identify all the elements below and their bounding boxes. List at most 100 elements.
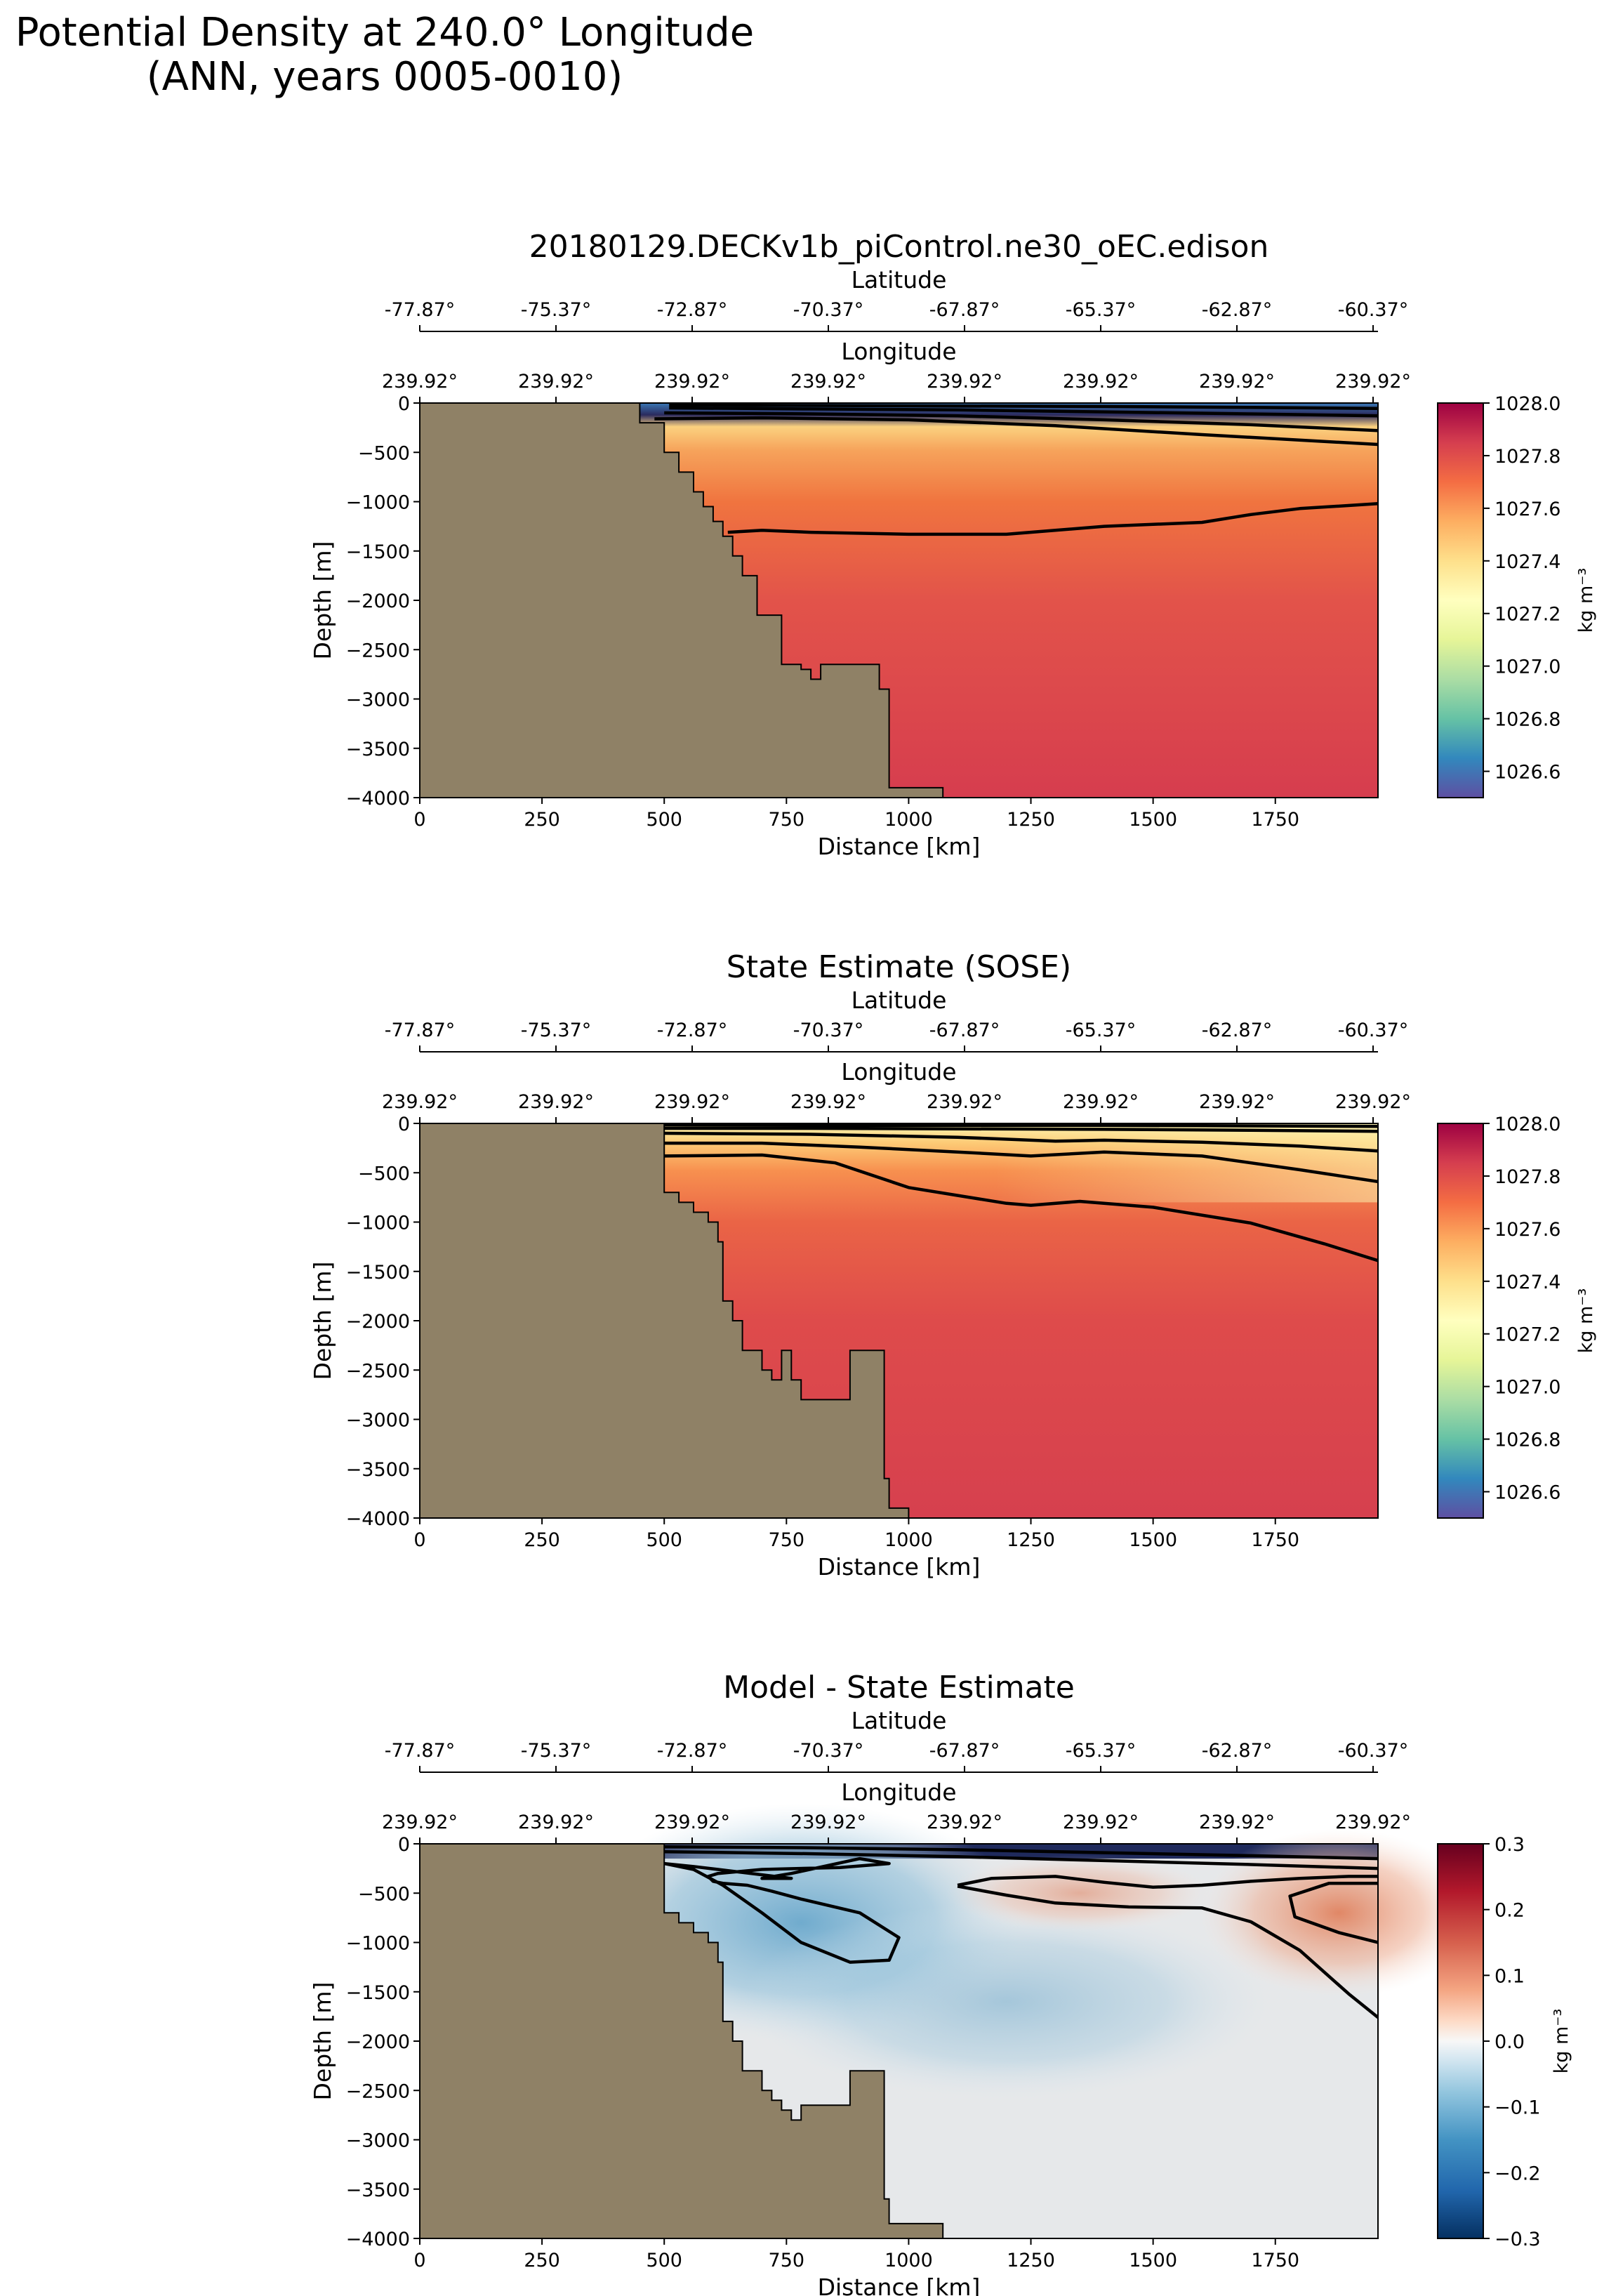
colorbar bbox=[1437, 402, 1484, 798]
colorbar-tick-label: 1026.8 bbox=[1495, 1430, 1560, 1451]
y-tick-label: −2000 bbox=[346, 591, 410, 612]
latitude-tick-label: -60.37° bbox=[1338, 1020, 1409, 1041]
panel-2: 0 250 500 750 1000 1250 1500 1750 Distance [km] 0… bbox=[309, 949, 1597, 1581]
colorbar-tick-label: 1027.0 bbox=[1495, 1377, 1560, 1399]
colorbar-label: kg m⁻³ bbox=[1575, 1288, 1597, 1354]
contour-line bbox=[664, 1141, 1378, 1184]
y-tick-label: −2500 bbox=[346, 640, 410, 661]
longitude-tick-label: 239.92° bbox=[1063, 371, 1139, 392]
latitude-tick-label: -72.87° bbox=[657, 1020, 728, 1041]
longitude-tick-label: 239.92° bbox=[1335, 371, 1411, 392]
x-tick-label: 750 bbox=[769, 2250, 805, 2271]
x-tick-label: 0 bbox=[413, 809, 425, 831]
x-tick-label: 1000 bbox=[884, 1529, 933, 1551]
panel-1: 0 250 500 750 1000 1250 1500 1750 Distance [km] 0… bbox=[309, 229, 1597, 860]
colorbar-label: kg m⁻³ bbox=[1551, 2009, 1572, 2074]
x-tick-label: 0 bbox=[413, 2250, 425, 2271]
bathymetry-land bbox=[419, 1843, 944, 2239]
latitude-tick-label: -77.87° bbox=[385, 299, 456, 321]
contour-lines bbox=[664, 1123, 1378, 1262]
y-axis-label: Depth [m] bbox=[309, 1982, 336, 2101]
latitude-tick-label: -62.87° bbox=[1202, 1020, 1273, 1041]
longitude-tick-label: 239.92° bbox=[654, 371, 730, 392]
colorbar bbox=[1437, 1123, 1484, 1519]
y-tick-label: −3000 bbox=[346, 2130, 410, 2152]
longitude-tick-label: 239.92° bbox=[654, 1091, 730, 1113]
y-tick-label: −500 bbox=[358, 442, 410, 464]
figure-title-line1: Potential Density at 240.0° Longitude bbox=[15, 10, 755, 55]
contour-line bbox=[727, 502, 1378, 536]
latitude-tick-label: -75.37° bbox=[521, 1020, 592, 1041]
y-tick-label: −3000 bbox=[346, 690, 410, 711]
x-tick-label: 750 bbox=[769, 1529, 805, 1551]
y-tick-label: −4000 bbox=[346, 788, 410, 810]
contour-line bbox=[664, 411, 1378, 433]
longitude-tick-label: 239.92° bbox=[1335, 1812, 1411, 1833]
x-axis-label: Distance [km] bbox=[818, 2274, 981, 2296]
y-tick-label: −500 bbox=[358, 1883, 410, 1905]
contour-line bbox=[663, 1856, 901, 1964]
panel-title: State Estimate (SOSE) bbox=[727, 949, 1071, 985]
colorbar-tick-label: −0.1 bbox=[1495, 2097, 1541, 2119]
colorbar-label: kg m⁻³ bbox=[1575, 568, 1597, 633]
contour-lines bbox=[654, 403, 1378, 536]
latitude-tick-label: -65.37° bbox=[1066, 1020, 1137, 1041]
x-tick-label: 1750 bbox=[1251, 1529, 1299, 1551]
x-tick-label: 750 bbox=[769, 809, 805, 831]
x-tick-label: 1750 bbox=[1251, 2250, 1299, 2271]
latitude-tick-label: -62.87° bbox=[1202, 299, 1273, 321]
y-tick-label: −1000 bbox=[346, 1933, 410, 1955]
latitude-tick-label: -62.87° bbox=[1202, 1740, 1273, 1762]
longitude-axis-label: Longitude bbox=[841, 1779, 956, 1806]
longitude-tick-label: 239.92° bbox=[1199, 1091, 1275, 1113]
longitude-tick-label: 239.92° bbox=[518, 1091, 594, 1113]
y-tick-label: −3500 bbox=[346, 1459, 410, 1481]
y-tick-label: 0 bbox=[398, 1114, 410, 1135]
y-tick-label: 0 bbox=[398, 393, 410, 415]
colorbar-tick-label: −0.3 bbox=[1495, 2229, 1541, 2250]
colorbar-tick-label: 1027.8 bbox=[1495, 446, 1560, 468]
latitude-tick-label: -67.87° bbox=[929, 299, 1000, 321]
colorbar-tick-label: 0.2 bbox=[1495, 1900, 1525, 1922]
latitude-tick-label: -75.37° bbox=[521, 1740, 592, 1762]
contour-line bbox=[669, 403, 1378, 410]
panel-3: 0 250 500 750 1000 1250 1500 1750 Distance [km] 0… bbox=[309, 1670, 1572, 2296]
x-tick-label: 500 bbox=[646, 809, 682, 831]
longitude-tick-label: 239.92° bbox=[518, 371, 594, 392]
x-tick-label: 1500 bbox=[1129, 809, 1177, 831]
longitude-tick-label: 239.92° bbox=[927, 371, 1002, 392]
x-tick-label: 1750 bbox=[1251, 809, 1299, 831]
contour-line bbox=[664, 1849, 1378, 1871]
colorbar-tick-label: 1026.6 bbox=[1495, 762, 1560, 784]
longitude-tick-label: 239.92° bbox=[382, 1091, 458, 1113]
bathymetry-land bbox=[419, 402, 944, 798]
negative-anomaly-deep bbox=[739, 1903, 1273, 2100]
longitude-tick-label: 239.92° bbox=[927, 1091, 1002, 1113]
contour-line bbox=[664, 1153, 1378, 1262]
latitude-tick-label: -75.37° bbox=[521, 299, 592, 321]
y-tick-label: −1500 bbox=[346, 541, 410, 563]
x-tick-label: 1500 bbox=[1129, 2250, 1177, 2271]
longitude-tick-label: 239.92° bbox=[790, 1812, 866, 1833]
contour-line bbox=[654, 416, 1378, 447]
longitude-tick-label: 239.92° bbox=[1063, 1091, 1139, 1113]
panel-title: Model - State Estimate bbox=[723, 1670, 1075, 1705]
longitude-axis-label: Longitude bbox=[841, 338, 956, 365]
latitude-tick-label: -60.37° bbox=[1338, 1740, 1409, 1762]
y-tick-label: −2000 bbox=[346, 1311, 410, 1333]
x-axis-label: Distance [km] bbox=[818, 1553, 981, 1581]
contour-line bbox=[664, 1123, 1378, 1128]
y-tick-label: −3000 bbox=[346, 1410, 410, 1432]
contour-line bbox=[664, 1126, 1378, 1133]
positive-anomaly-core bbox=[1198, 1828, 1480, 1998]
contour-line bbox=[664, 1845, 1378, 1861]
y-tick-label: −1500 bbox=[346, 1262, 410, 1284]
contour-line bbox=[957, 1885, 1378, 2019]
latitude-axis-label: Latitude bbox=[851, 1707, 947, 1734]
colorbar-tick-label: 0.1 bbox=[1495, 1965, 1525, 1987]
colorbar-tick-label: 1026.6 bbox=[1495, 1482, 1560, 1504]
x-tick-label: 250 bbox=[524, 809, 560, 831]
y-tick-label: −4000 bbox=[346, 2229, 410, 2250]
y-axis-label: Depth [m] bbox=[309, 541, 336, 660]
